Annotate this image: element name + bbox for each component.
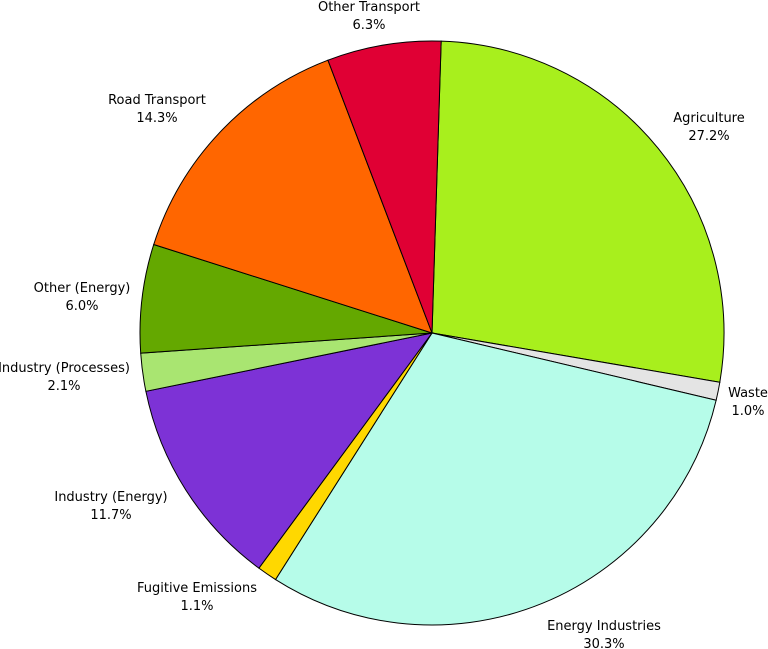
slice-value-other-transport: 6.3% — [352, 18, 385, 33]
slice-value-road-transport: 14.3% — [136, 111, 177, 126]
slice-agriculture — [431, 40, 725, 383]
slice-value-waste: 1.0% — [731, 404, 764, 419]
slice-value-industry-processes: 2.1% — [47, 379, 80, 394]
slice-value-fugitive-emissions: 1.1% — [180, 599, 213, 614]
slice-label-industry-energy: Industry (Energy) — [54, 490, 167, 505]
slice-label-agriculture: Agriculture — [673, 111, 745, 126]
slice-industry-energy — [145, 332, 434, 569]
slice-label-other-transport: Other Transport — [318, 0, 420, 15]
slice-label-fugitive-emissions: Fugitive Emissions — [137, 581, 257, 596]
slice-label-road-transport: Road Transport — [108, 93, 206, 108]
pie-slices — [139, 40, 725, 626]
slice-label-industry-processes: Industry (Processes) — [0, 361, 130, 376]
slice-label-waste: Waste — [728, 386, 768, 401]
slice-value-other-energy: 6.0% — [65, 299, 98, 314]
slice-value-industry-energy: 11.7% — [90, 508, 131, 523]
slice-value-agriculture: 27.2% — [688, 129, 729, 144]
slice-road-transport — [153, 59, 433, 334]
slice-other-transport — [327, 40, 442, 334]
slice-label-energy-industries: Energy Industries — [547, 619, 661, 634]
slice-value-energy-industries: 30.3% — [583, 637, 624, 649]
slice-label-other-energy: Other (Energy) — [34, 281, 131, 296]
